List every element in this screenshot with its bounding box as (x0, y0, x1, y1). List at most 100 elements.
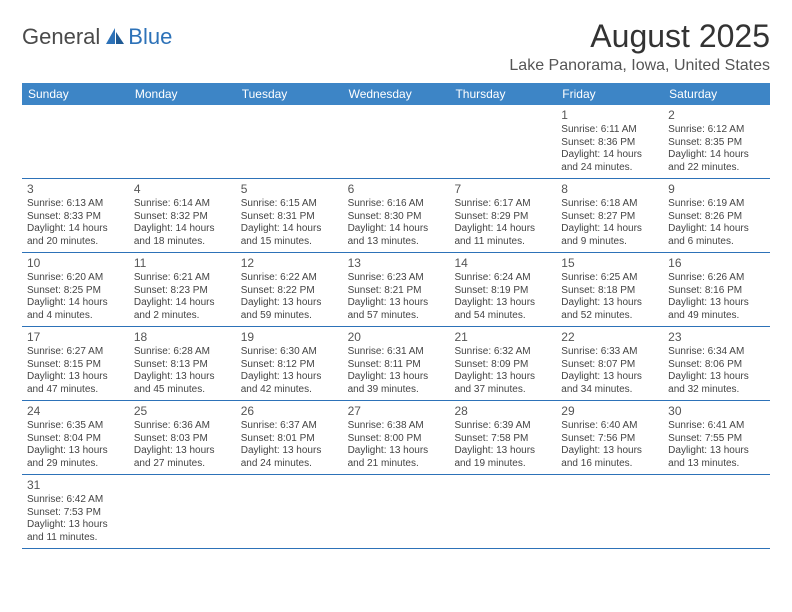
sunrise-line: Sunrise: 6:18 AM (561, 198, 658, 211)
day-number: 31 (27, 478, 124, 493)
day-number: 10 (27, 256, 124, 271)
empty-cell (343, 475, 450, 548)
sunset-line: Sunset: 8:26 PM (668, 211, 765, 224)
header: General Blue August 2025 Lake Panorama, … (22, 18, 770, 75)
dow-cell: Thursday (449, 83, 556, 105)
day-number: 19 (241, 330, 338, 345)
day-cell: 21Sunrise: 6:32 AMSunset: 8:09 PMDayligh… (449, 327, 556, 400)
day-cell: 29Sunrise: 6:40 AMSunset: 7:56 PMDayligh… (556, 401, 663, 474)
sunrise-line: Sunrise: 6:12 AM (668, 124, 765, 137)
sunrise-line: Sunrise: 6:35 AM (27, 420, 124, 433)
day-cell: 25Sunrise: 6:36 AMSunset: 8:03 PMDayligh… (129, 401, 236, 474)
dow-cell: Wednesday (343, 83, 450, 105)
sunset-line: Sunset: 8:06 PM (668, 359, 765, 372)
daylight-line: Daylight: 14 hours and 20 minutes. (27, 223, 124, 248)
daylight-line: Daylight: 13 hours and 49 minutes. (668, 297, 765, 322)
day-number: 18 (134, 330, 231, 345)
daylight-line: Daylight: 14 hours and 9 minutes. (561, 223, 658, 248)
daylight-line: Daylight: 13 hours and 47 minutes. (27, 371, 124, 396)
day-cell: 4Sunrise: 6:14 AMSunset: 8:32 PMDaylight… (129, 179, 236, 252)
sunrise-line: Sunrise: 6:28 AM (134, 346, 231, 359)
daylight-line: Daylight: 13 hours and 32 minutes. (668, 371, 765, 396)
sunset-line: Sunset: 8:11 PM (348, 359, 445, 372)
day-number: 8 (561, 182, 658, 197)
sunset-line: Sunset: 8:30 PM (348, 211, 445, 224)
calendar: SundayMondayTuesdayWednesdayThursdayFrid… (22, 83, 770, 549)
sunset-line: Sunset: 8:29 PM (454, 211, 551, 224)
sunrise-line: Sunrise: 6:38 AM (348, 420, 445, 433)
sunset-line: Sunset: 8:22 PM (241, 285, 338, 298)
sunset-line: Sunset: 8:33 PM (27, 211, 124, 224)
daylight-line: Daylight: 14 hours and 24 minutes. (561, 149, 658, 174)
day-number: 6 (348, 182, 445, 197)
week-row: 3Sunrise: 6:13 AMSunset: 8:33 PMDaylight… (22, 179, 770, 253)
dow-cell: Sunday (22, 83, 129, 105)
day-cell: 13Sunrise: 6:23 AMSunset: 8:21 PMDayligh… (343, 253, 450, 326)
day-number: 9 (668, 182, 765, 197)
sunset-line: Sunset: 8:03 PM (134, 433, 231, 446)
sunset-line: Sunset: 8:07 PM (561, 359, 658, 372)
logo-sail-icon (104, 27, 126, 47)
day-cell: 5Sunrise: 6:15 AMSunset: 8:31 PMDaylight… (236, 179, 343, 252)
daylight-line: Daylight: 13 hours and 21 minutes. (348, 445, 445, 470)
day-number: 26 (241, 404, 338, 419)
sunset-line: Sunset: 8:19 PM (454, 285, 551, 298)
day-number: 5 (241, 182, 338, 197)
week-row: 10Sunrise: 6:20 AMSunset: 8:25 PMDayligh… (22, 253, 770, 327)
week-row: 24Sunrise: 6:35 AMSunset: 8:04 PMDayligh… (22, 401, 770, 475)
day-number: 12 (241, 256, 338, 271)
daylight-line: Daylight: 13 hours and 13 minutes. (668, 445, 765, 470)
sunset-line: Sunset: 8:04 PM (27, 433, 124, 446)
week-row: 17Sunrise: 6:27 AMSunset: 8:15 PMDayligh… (22, 327, 770, 401)
empty-cell (449, 105, 556, 178)
sunrise-line: Sunrise: 6:23 AM (348, 272, 445, 285)
sunrise-line: Sunrise: 6:31 AM (348, 346, 445, 359)
day-cell: 9Sunrise: 6:19 AMSunset: 8:26 PMDaylight… (663, 179, 770, 252)
daylight-line: Daylight: 13 hours and 19 minutes. (454, 445, 551, 470)
sunrise-line: Sunrise: 6:41 AM (668, 420, 765, 433)
dow-header-row: SundayMondayTuesdayWednesdayThursdayFrid… (22, 83, 770, 105)
daylight-line: Daylight: 14 hours and 13 minutes. (348, 223, 445, 248)
daylight-line: Daylight: 13 hours and 45 minutes. (134, 371, 231, 396)
daylight-line: Daylight: 14 hours and 15 minutes. (241, 223, 338, 248)
day-cell: 14Sunrise: 6:24 AMSunset: 8:19 PMDayligh… (449, 253, 556, 326)
day-cell: 15Sunrise: 6:25 AMSunset: 8:18 PMDayligh… (556, 253, 663, 326)
day-cell: 8Sunrise: 6:18 AMSunset: 8:27 PMDaylight… (556, 179, 663, 252)
day-cell: 24Sunrise: 6:35 AMSunset: 8:04 PMDayligh… (22, 401, 129, 474)
sunset-line: Sunset: 8:25 PM (27, 285, 124, 298)
day-cell: 2Sunrise: 6:12 AMSunset: 8:35 PMDaylight… (663, 105, 770, 178)
sunrise-line: Sunrise: 6:40 AM (561, 420, 658, 433)
daylight-line: Daylight: 14 hours and 2 minutes. (134, 297, 231, 322)
sunset-line: Sunset: 8:01 PM (241, 433, 338, 446)
day-number: 28 (454, 404, 551, 419)
daylight-line: Daylight: 13 hours and 24 minutes. (241, 445, 338, 470)
logo-text-2: Blue (128, 24, 172, 50)
sunrise-line: Sunrise: 6:39 AM (454, 420, 551, 433)
day-cell: 10Sunrise: 6:20 AMSunset: 8:25 PMDayligh… (22, 253, 129, 326)
sunset-line: Sunset: 8:15 PM (27, 359, 124, 372)
daylight-line: Daylight: 13 hours and 59 minutes. (241, 297, 338, 322)
sunset-line: Sunset: 8:13 PM (134, 359, 231, 372)
sunset-line: Sunset: 8:09 PM (454, 359, 551, 372)
empty-cell (129, 475, 236, 548)
dow-cell: Monday (129, 83, 236, 105)
day-number: 13 (348, 256, 445, 271)
sunrise-line: Sunrise: 6:33 AM (561, 346, 658, 359)
logo: General Blue (22, 24, 172, 50)
day-cell: 17Sunrise: 6:27 AMSunset: 8:15 PMDayligh… (22, 327, 129, 400)
sunrise-line: Sunrise: 6:34 AM (668, 346, 765, 359)
day-cell: 30Sunrise: 6:41 AMSunset: 7:55 PMDayligh… (663, 401, 770, 474)
day-number: 23 (668, 330, 765, 345)
day-number: 21 (454, 330, 551, 345)
daylight-line: Daylight: 13 hours and 57 minutes. (348, 297, 445, 322)
sunrise-line: Sunrise: 6:14 AM (134, 198, 231, 211)
day-cell: 1Sunrise: 6:11 AMSunset: 8:36 PMDaylight… (556, 105, 663, 178)
sunset-line: Sunset: 8:00 PM (348, 433, 445, 446)
empty-cell (129, 105, 236, 178)
logo-text-1: General (22, 24, 100, 50)
day-number: 30 (668, 404, 765, 419)
day-number: 20 (348, 330, 445, 345)
daylight-line: Daylight: 13 hours and 34 minutes. (561, 371, 658, 396)
calendar-body: 1Sunrise: 6:11 AMSunset: 8:36 PMDaylight… (22, 105, 770, 549)
sunrise-line: Sunrise: 6:11 AM (561, 124, 658, 137)
